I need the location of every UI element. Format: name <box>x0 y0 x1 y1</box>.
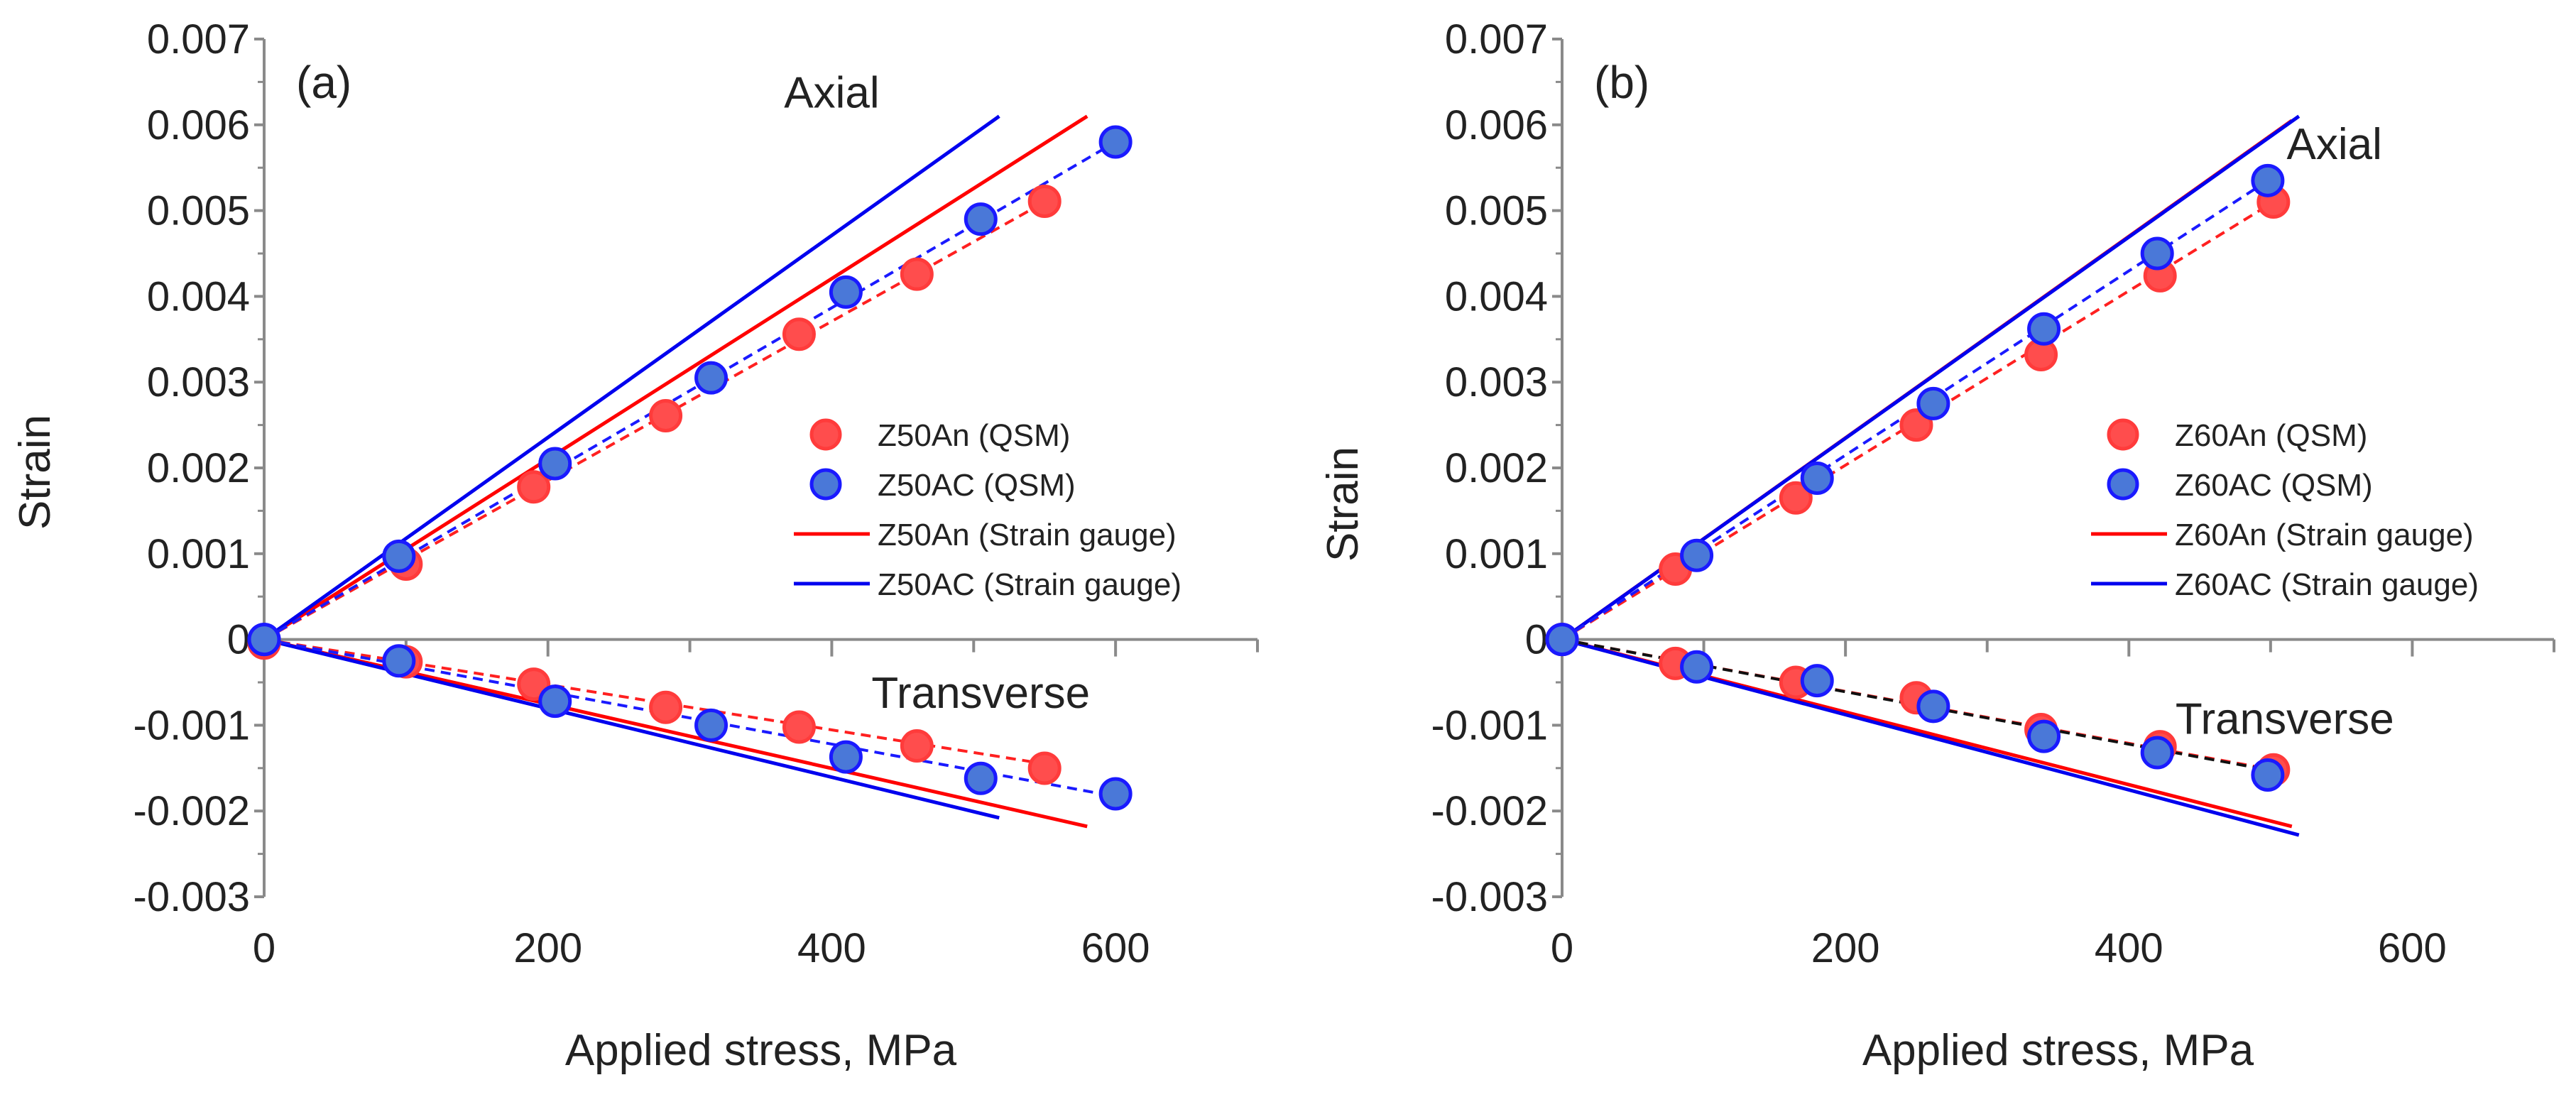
x-axis-title: Applied stress, MPa <box>565 1026 957 1075</box>
data-point-transverse <box>2027 719 2061 753</box>
data-point-transverse <box>1800 664 1834 698</box>
gauge-line-transverse <box>263 638 1000 820</box>
data-point-axial <box>538 447 572 481</box>
annotation-transverse: Transverse <box>871 669 1090 718</box>
data-point-transverse <box>649 690 683 724</box>
data-point-transverse <box>247 623 281 657</box>
y-tick-label: 0.003 <box>1445 359 1548 405</box>
x-axis-title: Applied stress, MPa <box>1862 1026 2254 1075</box>
x-tick-label: 200 <box>1811 925 1880 971</box>
data-point-axial <box>964 202 998 236</box>
data-point-axial <box>2251 163 2285 197</box>
y-tick-label: 0.001 <box>147 531 250 577</box>
data-point-transverse <box>538 684 572 719</box>
y-axis-title: Strain <box>1319 447 1368 562</box>
data-point-transverse <box>1916 689 1950 724</box>
data-point-transverse <box>1680 650 1714 684</box>
y-tick-label: 0.006 <box>147 102 250 148</box>
x-tick-label: 600 <box>2378 925 2447 971</box>
data-point-transverse <box>2140 736 2174 770</box>
data-point-axial <box>1680 538 1714 572</box>
annotation-axial: Axial <box>784 69 879 118</box>
y-tick-label: 0.007 <box>1445 16 1548 62</box>
panel-label: (a) <box>296 57 351 108</box>
legend-label: Z50An (Strain gauge) <box>878 518 1177 552</box>
legend-marker <box>2107 418 2139 451</box>
data-point-transverse <box>900 729 934 763</box>
annotation-transverse: Transverse <box>2176 694 2394 743</box>
y-tick-label: 0.005 <box>147 188 250 234</box>
data-point-transverse <box>2251 758 2285 792</box>
y-tick-label: 0.002 <box>1445 445 1548 491</box>
x-tick-label: 400 <box>797 925 866 971</box>
legend-label: Z60An (Strain gauge) <box>2175 518 2474 552</box>
data-point-transverse <box>1027 751 1061 785</box>
data-point-axial <box>1916 386 1950 420</box>
data-point-axial <box>517 470 551 504</box>
y-tick-label: -0.001 <box>133 702 250 748</box>
legend-marker <box>809 468 842 501</box>
legend-label: Z50An (QSM) <box>878 418 1070 453</box>
panel-label: (b) <box>1594 57 1649 108</box>
legend-marker <box>2107 468 2139 501</box>
x-tick-label: 0 <box>1551 925 1573 971</box>
data-point-axial <box>829 275 863 309</box>
y-tick-label: 0.006 <box>1445 102 1548 148</box>
x-tick-label: 0 <box>253 925 275 971</box>
x-tick-label: 600 <box>1081 925 1150 971</box>
y-tick-label: 0 <box>1525 617 1548 663</box>
legend-label: Z60AC (Strain gauge) <box>2175 567 2479 602</box>
data-point-transverse <box>694 708 728 742</box>
y-tick-label: 0.003 <box>147 359 250 405</box>
data-point-axial <box>382 539 416 573</box>
gauge-line-axial <box>263 114 1000 641</box>
data-point-axial <box>782 317 816 351</box>
data-point-axial <box>1027 184 1061 218</box>
annotation-axial: Axial <box>2286 120 2381 169</box>
legend-label: Z60An (QSM) <box>2175 418 2367 453</box>
data-point-axial <box>1899 408 1933 442</box>
data-point-transverse <box>829 740 863 774</box>
y-tick-label: 0.004 <box>147 273 250 320</box>
x-tick-label: 400 <box>2095 925 2163 971</box>
y-tick-label: 0 <box>227 617 250 663</box>
data-point-transverse <box>382 644 416 678</box>
legend-marker <box>809 418 842 451</box>
y-tick-label: 0.001 <box>1445 531 1548 577</box>
y-tick-label: 0.004 <box>1445 273 1548 320</box>
y-tick-label: -0.002 <box>1431 788 1548 834</box>
data-point-axial <box>1098 125 1133 159</box>
y-tick-label: -0.003 <box>1431 874 1548 920</box>
data-point-transverse <box>1098 777 1133 811</box>
y-tick-label: 0.005 <box>1445 188 1548 234</box>
data-point-axial <box>649 398 683 432</box>
y-tick-label: -0.001 <box>1431 702 1548 748</box>
data-point-axial <box>694 361 728 395</box>
data-point-axial <box>2140 236 2174 271</box>
y-tick-label: 0.007 <box>147 16 250 62</box>
y-tick-label: -0.002 <box>133 788 250 834</box>
y-axis-title: Strain <box>11 415 60 530</box>
data-point-axial <box>1800 461 1834 495</box>
data-point-transverse <box>964 761 998 795</box>
y-tick-label: 0.002 <box>147 445 250 491</box>
legend-label: Z50AC (Strain gauge) <box>878 567 1181 602</box>
data-point-axial <box>2027 312 2061 346</box>
data-point-axial <box>1779 481 1813 515</box>
legend-label: Z60AC (QSM) <box>2175 468 2373 503</box>
legend-label: Z50AC (QSM) <box>878 468 1076 503</box>
data-point-transverse <box>782 710 816 744</box>
x-tick-label: 200 <box>513 925 582 971</box>
data-point-transverse <box>1545 623 1579 657</box>
panel-a: 0.0070.0060.0050.0040.0030.0020.0010-0.0… <box>11 16 1259 1075</box>
data-point-transverse <box>517 667 551 702</box>
data-point-axial <box>900 257 934 291</box>
y-tick-label: -0.003 <box>133 874 250 920</box>
panel-b: 0.0070.0060.0050.0040.0030.0020.0010-0.0… <box>1319 16 2555 1075</box>
